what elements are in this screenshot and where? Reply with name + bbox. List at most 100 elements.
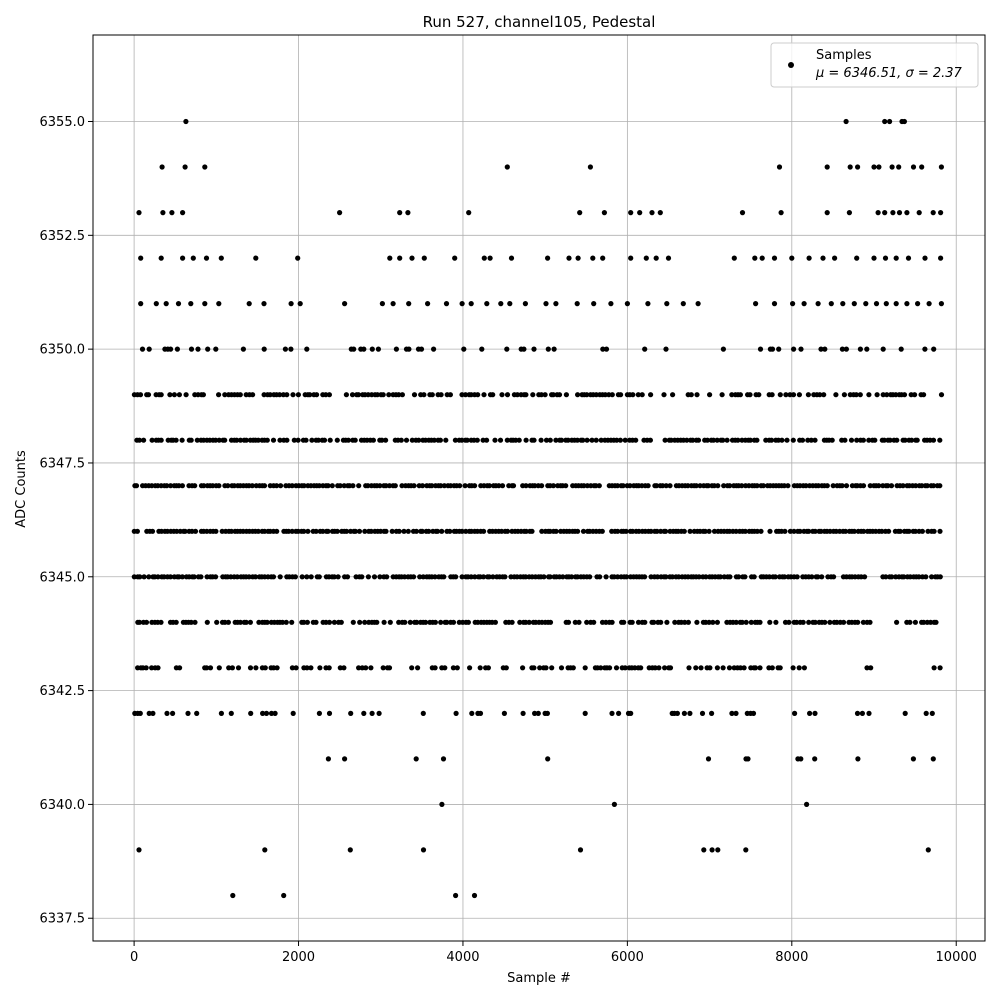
data-point: [803, 483, 809, 489]
data-point: [342, 301, 348, 307]
data-point: [925, 847, 931, 853]
data-point: [361, 710, 367, 717]
data-point: [304, 346, 310, 352]
data-point: [912, 392, 918, 398]
data-point: [925, 528, 931, 534]
data-point: [352, 437, 358, 443]
data-point: [886, 528, 892, 534]
data-point: [812, 756, 818, 762]
data-point: [685, 619, 692, 625]
data-point: [885, 483, 891, 489]
data-point: [669, 574, 676, 580]
data-point: [577, 847, 584, 853]
data-point: [282, 346, 288, 352]
data-point: [350, 619, 356, 625]
data-point: [832, 255, 838, 261]
data-point: [720, 346, 727, 352]
x-tick-label: 8000: [775, 950, 808, 965]
data-point: [167, 392, 173, 398]
data-point: [432, 665, 438, 671]
data-point: [370, 437, 376, 443]
data-point: [739, 619, 745, 625]
data-point: [576, 619, 582, 625]
data-point: [191, 574, 197, 580]
data-point: [799, 437, 806, 443]
data-point: [766, 574, 773, 580]
data-point: [195, 346, 201, 352]
data-point: [767, 528, 773, 534]
data-point: [684, 437, 690, 443]
data-point: [663, 483, 669, 489]
data-point: [334, 437, 340, 443]
data-point: [499, 483, 506, 489]
data-point: [222, 437, 228, 443]
data-point: [937, 437, 943, 443]
data-point: [580, 437, 586, 443]
data-point: [472, 574, 478, 580]
data-point: [374, 392, 380, 398]
data-point: [699, 710, 706, 717]
data-point: [577, 210, 583, 216]
data-point: [326, 665, 332, 671]
x-tick-label: 0: [130, 950, 138, 965]
data-point: [431, 346, 437, 352]
data-point: [901, 118, 908, 125]
data-point: [486, 483, 492, 489]
data-point: [661, 392, 667, 398]
data-point: [477, 665, 483, 671]
data-point: [685, 483, 691, 489]
data-point: [743, 847, 749, 853]
data-point: [724, 437, 730, 443]
data-point: [411, 483, 417, 489]
data-point: [163, 301, 169, 307]
data-point: [609, 392, 615, 398]
data-point: [558, 665, 565, 671]
data-point: [859, 710, 866, 717]
data-point: [136, 847, 142, 853]
data-point: [645, 483, 651, 489]
data-point: [457, 483, 463, 489]
data-point: [750, 710, 757, 717]
data-point: [715, 483, 721, 489]
data-point: [896, 210, 903, 216]
data-point: [603, 346, 610, 352]
data-point: [798, 756, 804, 762]
data-point: [417, 574, 423, 580]
data-point: [383, 437, 389, 443]
data-point: [225, 619, 231, 625]
data-point: [664, 301, 670, 307]
data-point: [570, 665, 576, 671]
data-point: [177, 665, 183, 671]
data-point: [703, 574, 709, 580]
data-point: [213, 346, 219, 352]
data-point: [183, 118, 189, 125]
data-point: [228, 528, 234, 534]
data-point: [905, 255, 912, 261]
data-point: [841, 619, 847, 625]
data-point: [687, 710, 693, 717]
data-point: [786, 619, 792, 625]
data-point: [289, 665, 295, 671]
data-point: [331, 619, 337, 625]
data-point: [164, 483, 170, 489]
data-point: [447, 392, 453, 398]
data-point: [477, 710, 484, 717]
data-point: [857, 346, 864, 352]
data-point: [871, 164, 877, 170]
data-point: [787, 528, 794, 534]
data-point: [914, 437, 920, 443]
data-point: [827, 619, 833, 625]
data-point: [146, 710, 152, 717]
data-point: [919, 164, 925, 170]
data-point: [406, 301, 412, 307]
data-point: [894, 619, 900, 625]
data-point: [283, 619, 289, 625]
y-tick-label: 6347.5: [40, 456, 86, 471]
data-point: [179, 483, 185, 489]
data-point: [879, 528, 885, 534]
data-point: [929, 574, 935, 580]
data-point: [352, 528, 358, 534]
data-point: [508, 255, 515, 261]
data-point: [307, 392, 313, 398]
data-point: [785, 483, 791, 489]
